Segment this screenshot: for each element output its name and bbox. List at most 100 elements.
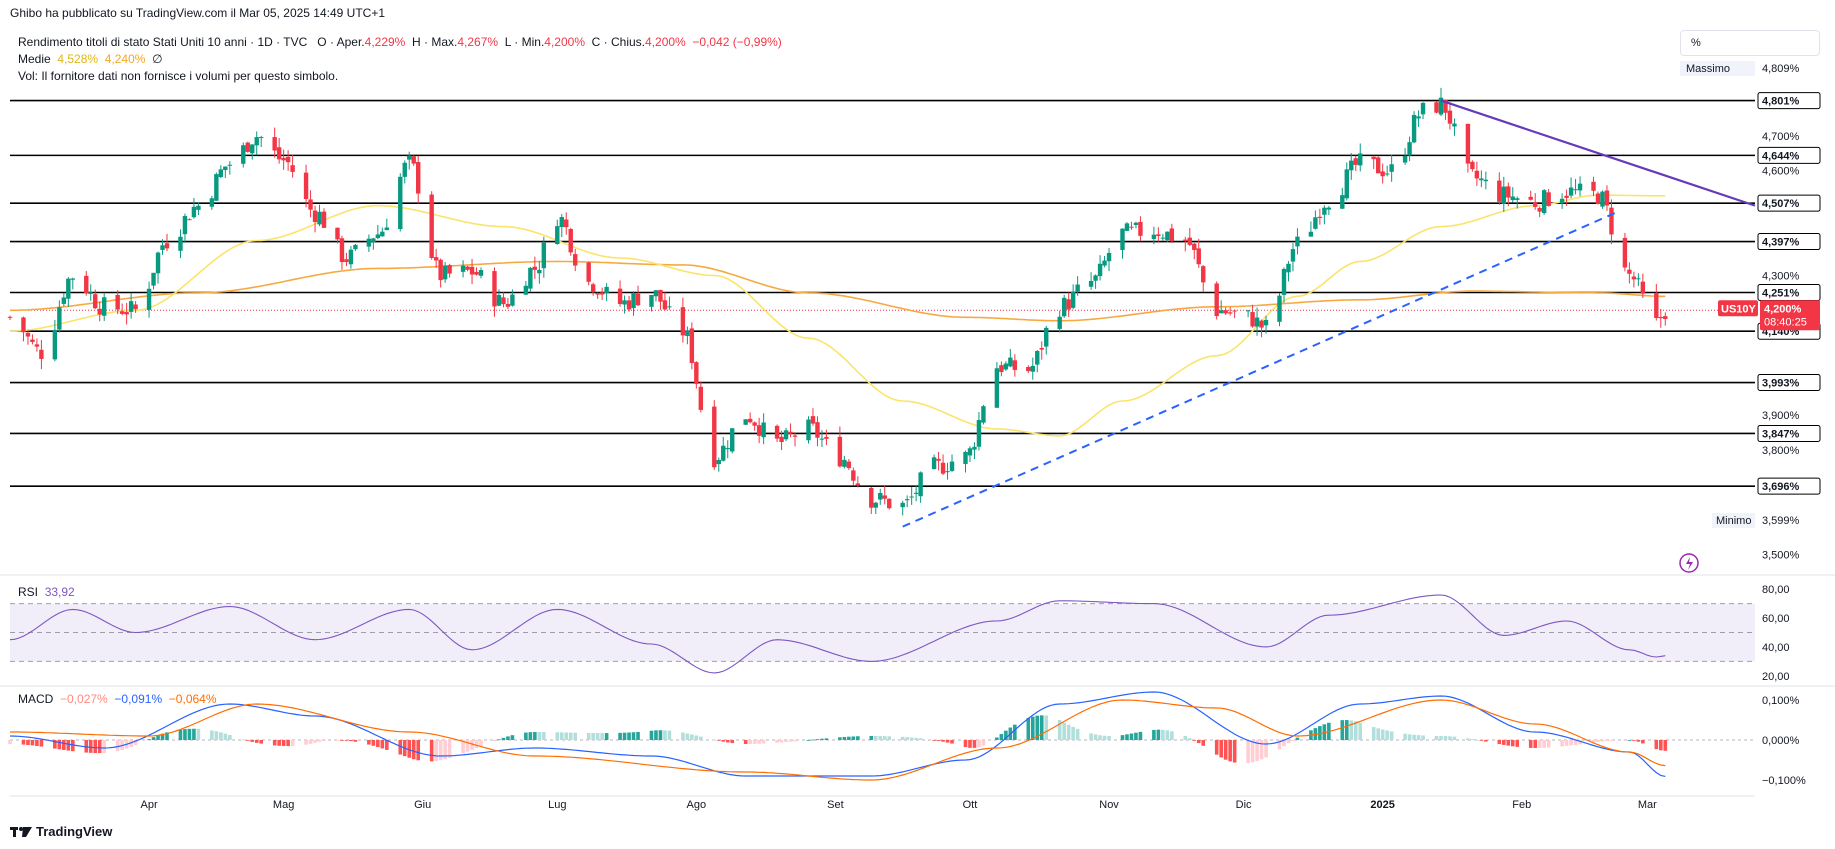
candle-body bbox=[115, 294, 120, 310]
ma-slow-line bbox=[10, 260, 1666, 322]
scale-mode-button[interactable]: % bbox=[1680, 30, 1820, 56]
candle-body bbox=[474, 271, 479, 275]
candle-body bbox=[573, 254, 578, 266]
candle-body bbox=[963, 451, 968, 464]
time-axis-label: Set bbox=[827, 799, 844, 811]
candle-body bbox=[1313, 217, 1318, 229]
rsi-tick-label: 20,00 bbox=[1762, 671, 1790, 683]
level-tag-label: 4,251% bbox=[1762, 288, 1800, 300]
macd-histogram-bar bbox=[1134, 732, 1138, 740]
macd-legend[interactable]: MACD −0,027% −0,091% −0,064% bbox=[18, 692, 217, 706]
macd-histogram-bar bbox=[1641, 740, 1645, 744]
candle-body bbox=[1371, 156, 1376, 160]
macd-histogram-bar bbox=[1448, 736, 1452, 740]
candle-body bbox=[1026, 367, 1031, 372]
macd-histogram-bar bbox=[856, 736, 860, 740]
macd-histogram-bar bbox=[1327, 722, 1331, 740]
price-tick-label: 3,900% bbox=[1762, 410, 1800, 422]
candle-body bbox=[1263, 319, 1269, 326]
candle-body bbox=[528, 267, 533, 289]
macd-histogram-bar bbox=[793, 740, 797, 742]
candle-body bbox=[1259, 320, 1264, 328]
macd-histogram-bar bbox=[497, 739, 501, 741]
candle-body bbox=[191, 206, 197, 218]
macd-histogram-bar bbox=[977, 740, 981, 748]
candle-body bbox=[259, 137, 264, 139]
macd-histogram-bar bbox=[542, 732, 546, 740]
macd-histogram-bar bbox=[690, 734, 694, 740]
candle-body bbox=[869, 487, 874, 508]
candle-body bbox=[1196, 248, 1201, 265]
macd-histogram-bar bbox=[124, 740, 129, 749]
macd-histogram-bar bbox=[214, 731, 219, 740]
candle-body bbox=[1218, 310, 1224, 314]
macd-histogram-bar bbox=[160, 733, 165, 740]
macd-histogram-bar bbox=[1232, 740, 1237, 763]
macd-histogram-bar bbox=[353, 740, 358, 742]
macd-histogram-bar bbox=[429, 740, 434, 762]
macd-histogram-bar bbox=[313, 740, 317, 743]
macd-histogram-bar bbox=[559, 732, 564, 740]
macd-histogram-bar bbox=[1416, 735, 1421, 740]
macd-histogram-bar bbox=[1439, 736, 1443, 740]
macd-histogram-bar bbox=[1089, 733, 1093, 740]
macd-histogram-bar bbox=[1510, 740, 1515, 747]
candle-body bbox=[1070, 291, 1076, 308]
macd-histogram-bar bbox=[533, 732, 537, 740]
candle-body bbox=[918, 472, 923, 497]
candle-body bbox=[1102, 260, 1107, 266]
candle-body bbox=[1044, 327, 1049, 347]
time-axis-label: Nov bbox=[1099, 799, 1119, 811]
candle-body bbox=[824, 436, 829, 439]
candle-body bbox=[1375, 157, 1381, 174]
macd-histogram-bar bbox=[716, 740, 721, 741]
symbol-line[interactable]: Rendimento titoli di stato Stati Uniti 1… bbox=[18, 35, 308, 49]
candle-body bbox=[1604, 190, 1610, 206]
candle-body bbox=[178, 236, 183, 251]
candle-body bbox=[1035, 350, 1040, 365]
macd-histogram-bar bbox=[1578, 740, 1582, 745]
candle-body bbox=[1138, 221, 1143, 236]
candle-body bbox=[940, 462, 946, 474]
rsi-legend[interactable]: RSI 33,92 bbox=[18, 585, 75, 599]
time-axis-label: Ott bbox=[963, 799, 978, 811]
publish-note: Ghibo ha pubblicato su TradingView.com i… bbox=[10, 6, 385, 20]
macd-histogram-bar bbox=[1452, 736, 1457, 740]
candle-body bbox=[1627, 269, 1632, 274]
candle-body bbox=[626, 300, 632, 310]
macd-histogram-bar bbox=[568, 732, 573, 740]
candle-body bbox=[133, 304, 138, 310]
low-marker-value: 3,599% bbox=[1762, 515, 1800, 527]
candle-body bbox=[281, 157, 286, 161]
macd-histogram-bar bbox=[434, 740, 438, 762]
macd-histogram-bar bbox=[474, 740, 479, 749]
macd-histogram-bar bbox=[210, 730, 214, 740]
macd-histogram-bar bbox=[1515, 740, 1520, 747]
candle-body bbox=[1245, 310, 1251, 312]
candle-body bbox=[761, 422, 766, 438]
candle-body bbox=[1003, 363, 1009, 370]
macd-histogram-bar bbox=[1277, 740, 1282, 750]
macd-histogram-bar bbox=[604, 733, 609, 740]
candle-body bbox=[312, 210, 318, 222]
macd-histogram-bar bbox=[349, 740, 353, 742]
candle-body bbox=[510, 294, 515, 306]
macd-histogram-bar bbox=[595, 733, 600, 740]
macd-histogram-bar bbox=[1353, 721, 1358, 740]
macd-histogram-bar bbox=[649, 730, 654, 740]
ma-row[interactable]: Medie 4,528% 4,240% ∅ bbox=[18, 51, 782, 68]
candle-body bbox=[667, 306, 672, 308]
macd-histogram-bar bbox=[1152, 729, 1156, 740]
macd-histogram-bar bbox=[183, 729, 187, 740]
candle-body bbox=[290, 165, 295, 172]
macd-histogram-bar bbox=[999, 733, 1004, 740]
macd-histogram-bar bbox=[1066, 724, 1071, 740]
time-axis-label: Ago bbox=[687, 799, 707, 811]
macd-histogram-bar bbox=[1156, 729, 1161, 740]
time-axis-label: Dic bbox=[1236, 799, 1252, 811]
ticker-tag-label: US10Y bbox=[1721, 303, 1757, 315]
macd-histogram-bar bbox=[129, 740, 133, 747]
rsi-tick-label: 80,00 bbox=[1762, 584, 1790, 596]
macd-signal-line bbox=[10, 699, 1666, 781]
